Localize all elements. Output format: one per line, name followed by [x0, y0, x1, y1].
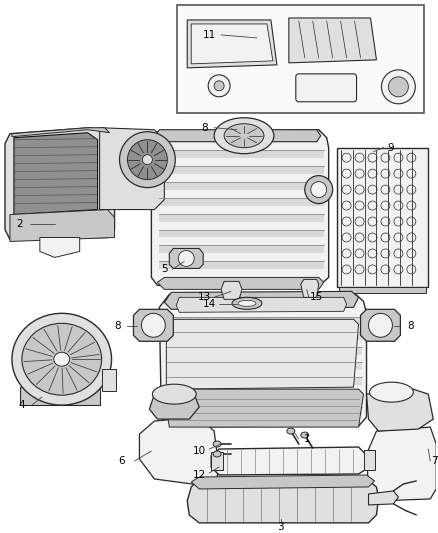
Bar: [177, 5, 424, 113]
Ellipse shape: [12, 313, 112, 405]
Text: 6: 6: [118, 456, 125, 466]
Bar: [159, 261, 324, 269]
Ellipse shape: [368, 313, 392, 337]
Text: 13: 13: [198, 293, 211, 302]
Bar: [167, 317, 361, 325]
Polygon shape: [367, 389, 433, 431]
Polygon shape: [289, 18, 377, 63]
Text: 8: 8: [114, 321, 121, 332]
Ellipse shape: [389, 77, 408, 97]
Polygon shape: [40, 238, 80, 257]
Bar: [167, 362, 361, 370]
Polygon shape: [139, 417, 219, 487]
Bar: [159, 214, 324, 222]
Bar: [364, 450, 375, 470]
Text: 4: 4: [18, 400, 25, 410]
Bar: [159, 230, 324, 238]
Polygon shape: [164, 292, 359, 309]
Ellipse shape: [287, 428, 295, 434]
Polygon shape: [152, 130, 328, 285]
Ellipse shape: [142, 155, 152, 165]
Polygon shape: [368, 491, 399, 505]
Text: 15: 15: [310, 293, 323, 302]
Polygon shape: [14, 133, 98, 215]
Text: 1: 1: [304, 434, 310, 444]
Bar: [167, 332, 361, 340]
Bar: [211, 452, 223, 470]
Ellipse shape: [178, 251, 194, 266]
Ellipse shape: [232, 297, 262, 309]
Bar: [159, 198, 324, 206]
Polygon shape: [164, 389, 364, 427]
Bar: [167, 347, 361, 355]
Text: 12: 12: [193, 470, 206, 480]
Polygon shape: [10, 209, 115, 241]
Bar: [167, 377, 361, 385]
Ellipse shape: [381, 70, 415, 104]
Polygon shape: [149, 394, 199, 419]
Polygon shape: [157, 277, 324, 289]
Ellipse shape: [127, 140, 167, 180]
Bar: [159, 150, 324, 158]
Text: 7: 7: [431, 456, 438, 466]
Ellipse shape: [238, 301, 256, 306]
Text: 8: 8: [407, 321, 413, 332]
Bar: [20, 387, 99, 405]
Ellipse shape: [141, 313, 165, 337]
Ellipse shape: [213, 441, 221, 447]
Text: 11: 11: [202, 30, 216, 40]
Text: 8: 8: [201, 123, 208, 133]
Text: 9: 9: [387, 143, 394, 152]
Bar: [102, 369, 116, 391]
Ellipse shape: [311, 182, 327, 198]
Bar: [337, 148, 428, 287]
Text: 5: 5: [161, 264, 168, 274]
Text: 14: 14: [202, 300, 216, 309]
Polygon shape: [191, 24, 273, 64]
Bar: [159, 166, 324, 174]
Bar: [159, 246, 324, 254]
Polygon shape: [301, 279, 319, 297]
Polygon shape: [134, 309, 173, 341]
Polygon shape: [176, 297, 346, 312]
Ellipse shape: [54, 352, 70, 366]
Polygon shape: [367, 427, 436, 501]
Polygon shape: [99, 128, 164, 209]
Text: 2: 2: [17, 219, 23, 229]
Ellipse shape: [370, 382, 413, 402]
Ellipse shape: [213, 451, 221, 457]
Polygon shape: [187, 20, 277, 68]
Bar: [167, 407, 361, 415]
Ellipse shape: [305, 175, 332, 204]
Polygon shape: [166, 319, 359, 389]
Ellipse shape: [301, 432, 309, 438]
Ellipse shape: [214, 118, 274, 154]
Bar: [339, 287, 426, 293]
Ellipse shape: [224, 124, 264, 148]
Polygon shape: [5, 128, 115, 239]
Bar: [167, 392, 361, 400]
Polygon shape: [191, 475, 374, 489]
Ellipse shape: [214, 81, 224, 91]
Polygon shape: [159, 293, 367, 427]
Polygon shape: [211, 447, 367, 475]
Polygon shape: [170, 248, 203, 269]
Ellipse shape: [22, 324, 102, 395]
Polygon shape: [187, 479, 378, 523]
Polygon shape: [360, 309, 400, 341]
Ellipse shape: [208, 75, 230, 97]
Bar: [159, 182, 324, 190]
Polygon shape: [12, 128, 110, 136]
Text: 10: 10: [193, 446, 206, 456]
Text: 3: 3: [278, 522, 284, 532]
Polygon shape: [155, 130, 321, 142]
Ellipse shape: [152, 384, 196, 404]
FancyBboxPatch shape: [296, 74, 357, 102]
Polygon shape: [221, 281, 242, 300]
Ellipse shape: [120, 132, 175, 188]
